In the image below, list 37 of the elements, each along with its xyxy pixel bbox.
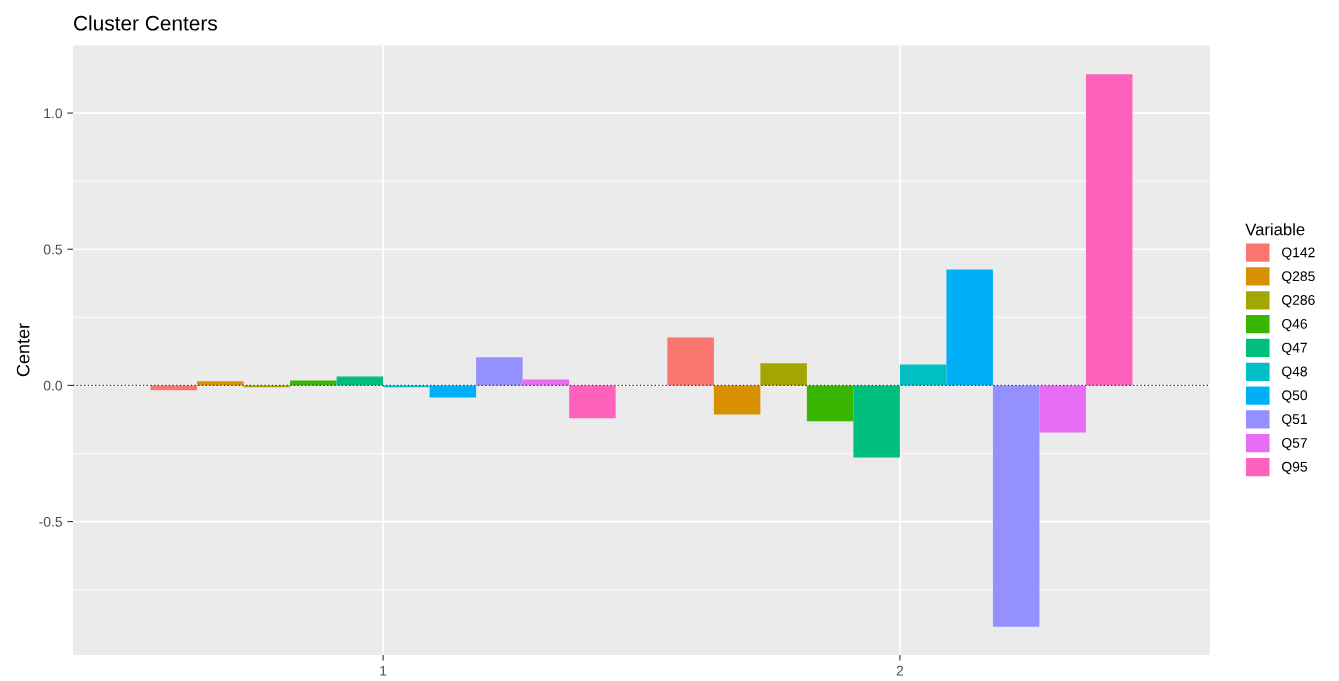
legend-label: Q46 (1282, 318, 1307, 332)
bar (476, 357, 523, 386)
legend-label: Q51 (1282, 414, 1307, 427)
chart-title: Cluster Centers (74, 15, 217, 31)
bar (569, 385, 616, 419)
legend-label: Q95 (1282, 461, 1308, 475)
bar (667, 337, 714, 386)
y-tick-label: -0.5 (39, 516, 62, 527)
legend-label: Q285 (1282, 271, 1315, 284)
bar (1039, 385, 1086, 433)
bar (336, 376, 384, 386)
bar (150, 385, 198, 391)
bar (760, 363, 807, 386)
bar (522, 379, 570, 386)
y-axis-title: Center (16, 323, 30, 377)
x-tick-label: 2 (896, 665, 904, 676)
bar (713, 385, 761, 415)
bar (429, 385, 477, 398)
legend-label: Q142 (1282, 247, 1315, 260)
y-tick-label: 0.5 (43, 244, 62, 255)
y-tick-label: 1.0 (44, 108, 63, 119)
legend-label: Q286 (1282, 295, 1315, 308)
bar (992, 385, 1040, 627)
bar (806, 385, 854, 422)
bar (853, 385, 900, 458)
x-tick-label: 1 (380, 665, 387, 676)
legend-label: Q50 (1282, 390, 1308, 403)
bar (899, 364, 947, 386)
legend-label: Q48 (1282, 366, 1307, 379)
bar (1085, 74, 1133, 386)
legend-title: Variable (1245, 223, 1305, 236)
legend-label: Q57 (1282, 438, 1307, 451)
bar (197, 381, 244, 386)
y-tick-label: 0.0 (43, 380, 63, 391)
legend-label: Q47 (1282, 342, 1307, 356)
bar (290, 380, 337, 386)
bar (946, 269, 993, 386)
